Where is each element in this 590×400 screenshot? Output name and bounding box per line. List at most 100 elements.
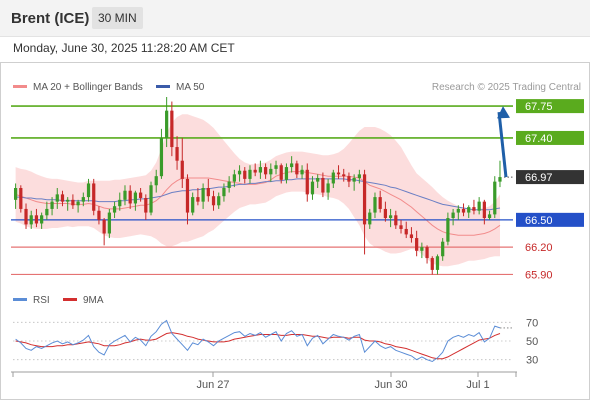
candle-body: [310, 181, 315, 195]
candle-body: [24, 208, 28, 225]
candle-body: [316, 177, 320, 182]
candle-body: [175, 147, 179, 161]
candle-body: [394, 215, 398, 226]
rsi-legend-label: RSI: [33, 295, 50, 306]
candle-body: [373, 197, 377, 213]
candle-body: [347, 176, 351, 182]
candle-body: [76, 201, 80, 206]
level-label-pivot: 66.50: [525, 215, 553, 227]
candle-body: [45, 208, 49, 216]
candle-body: [232, 174, 236, 182]
candle-body: [50, 201, 54, 209]
ma20-line: [15, 171, 501, 236]
candle-body: [446, 218, 450, 242]
candle-body: [336, 172, 341, 175]
candle-body: [451, 212, 455, 219]
candle-body: [92, 183, 96, 211]
candle-body: [149, 185, 153, 213]
candle-body: [430, 258, 434, 270]
rsi-ma-line: [15, 332, 501, 360]
candle-body: [211, 196, 216, 206]
candle-body: [243, 170, 247, 179]
candle-body: [118, 199, 122, 207]
candle-body: [201, 188, 205, 202]
candle-body: [352, 177, 356, 182]
level-label-last-price: 66.97: [525, 172, 553, 184]
candle-body: [383, 208, 388, 219]
candle-body: [128, 190, 132, 204]
candle-body: [71, 199, 75, 206]
rsi-ma-legend-swatch: [63, 298, 77, 301]
candle-body: [461, 208, 466, 213]
level-label-box-pivot: [516, 212, 584, 227]
timeframe-chip[interactable]: 30 MIN: [92, 7, 143, 29]
candle-body: [420, 247, 424, 251]
candle-body: [237, 170, 242, 175]
level-label-resistance: 67.40: [525, 133, 553, 145]
instrument-title: Brent (ICE): [11, 10, 90, 27]
time-axis-label: Jul 1: [466, 379, 489, 391]
candle-body: [467, 207, 471, 213]
candle-body: [399, 225, 403, 229]
candle-body: [269, 168, 273, 175]
candle-body: [477, 201, 481, 211]
candle-body: [180, 160, 184, 179]
level-label-support: 65.90: [525, 269, 553, 281]
candle-body: [107, 212, 111, 234]
candle-body: [482, 201, 486, 219]
candle-body: [362, 174, 367, 225]
candle-body: [279, 165, 283, 180]
rsi-tick-label: 70: [526, 317, 538, 329]
candle-body: [144, 198, 148, 213]
price-chart: MA 20 + Bollinger Bands MA 50 Research © 2…: [11, 82, 584, 391]
candle-body: [321, 177, 325, 193]
level-label-box-resistance: [516, 99, 584, 114]
level-label-box-last-price: [516, 170, 584, 185]
candle-body: [86, 183, 91, 198]
candle-body: [102, 219, 106, 234]
level-label-box-resistance: [516, 130, 584, 145]
candle-body: [326, 183, 330, 193]
copyright-text: Research © 2025 Trading Central: [432, 82, 581, 93]
bollinger-band-area: [15, 114, 500, 267]
candle-body: [331, 172, 335, 184]
candle-body: [435, 256, 440, 270]
candle-body: [263, 167, 268, 175]
candle-body: [368, 212, 372, 225]
candle-body: [425, 247, 429, 259]
candle-body: [415, 238, 419, 251]
candle-body: [34, 215, 39, 224]
projection-arrow-shaft: [497, 111, 508, 178]
legend-swatch-ma50: [156, 85, 170, 88]
time-axis-label: Jun 27: [196, 379, 229, 391]
rsi-line: [15, 319, 501, 363]
candle-body: [97, 210, 101, 220]
rsi-ma-legend-label: 9MA: [83, 295, 104, 306]
candle-body: [378, 197, 382, 209]
candle-body: [342, 174, 346, 177]
chart-datetime: Monday, June 30, 2025 11:28:20 AM CET: [13, 41, 235, 55]
candle-body: [196, 197, 200, 202]
candle-body: [165, 110, 169, 138]
candle-body: [487, 214, 492, 219]
candle-body: [191, 197, 195, 213]
rsi-tick-label: 50: [526, 336, 538, 348]
rsi-tick-label: 30: [526, 355, 538, 367]
candle-body: [472, 207, 476, 211]
candle-body: [40, 215, 44, 224]
candle-body: [19, 188, 23, 209]
candle-body: [248, 169, 252, 179]
candle-body: [13, 188, 18, 200]
candle-body: [441, 241, 445, 257]
time-axis-label: Jun 30: [374, 379, 407, 391]
legend-label-ma50: MA 50: [176, 82, 205, 93]
candle-body: [66, 199, 70, 202]
candle-body: [133, 192, 138, 204]
candle-body: [222, 188, 226, 197]
candle-body: [388, 215, 393, 219]
rsi-legend-swatch: [13, 298, 27, 301]
candle-body: [404, 228, 408, 235]
candle-body: [284, 167, 289, 180]
candle-body: [170, 110, 174, 148]
candle-body: [409, 234, 414, 239]
